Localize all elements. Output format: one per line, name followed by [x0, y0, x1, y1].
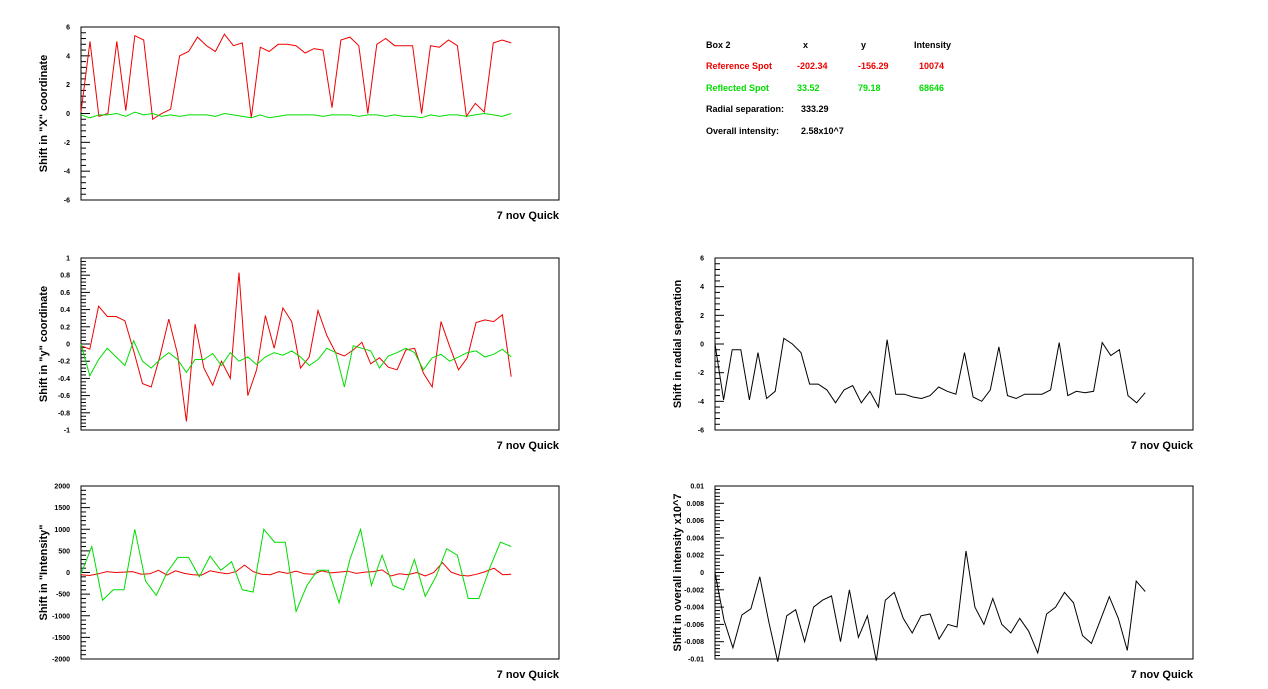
radial-shift-series-line-0 — [714, 337, 1146, 409]
overall-intensity-shift-tick-label: -0.008 — [684, 639, 704, 646]
x-shift-y-axis-title: Shift in "X" coordinate — [38, 55, 50, 172]
radial-shift-chart: -6 -4 -2 0 2 4 6 Shift in radial separation 7 no… — [672, 256, 1194, 453]
intensity-shift-tick-label: 1500 — [54, 505, 70, 512]
radial-shift-tick-label: -2 — [698, 370, 704, 377]
y-shift-tick-label: -0.6 — [58, 393, 70, 400]
y-shift-tick-label: 1 — [66, 256, 70, 263]
radial-shift-tick-label: 6 — [700, 256, 704, 263]
info-title: Box 2 — [706, 40, 731, 50]
radial-shift-tick-label: 2 — [700, 313, 704, 320]
y-shift-tick-label: 0.6 — [60, 290, 70, 297]
intensity-shift-tick-label: 0 — [66, 570, 70, 577]
x-shift-series-line-1 — [80, 111, 512, 119]
y-shift-x-title: 7 nov Quick — [497, 440, 560, 452]
x-shift-series-line-0 — [80, 33, 512, 121]
x-shift-tick-label: -6 — [64, 198, 70, 205]
reflected-spot-x: 33.52 — [797, 83, 820, 93]
reference-spot-intensity: 10074 — [919, 61, 945, 71]
y-shift-frame — [80, 257, 560, 431]
y-shift-tick-label: -0.2 — [58, 359, 70, 366]
reflected-spot-intensity: 68646 — [919, 83, 945, 93]
overall-intensity-shift-tick-label: -0.01 — [688, 657, 704, 664]
reference-spot-x: -202.34 — [797, 61, 828, 71]
x-shift-tick-label: 6 — [66, 25, 70, 32]
overall-intensity-shift-x-title: 7 nov Quick — [1131, 669, 1194, 681]
overall-intensity-value: 2.58x10^7 — [801, 126, 844, 136]
overall-intensity-shift-frame — [714, 485, 1194, 660]
info-col-intensity: Intensity — [914, 40, 952, 50]
overall-intensity-shift-tick-label: 0.002 — [686, 553, 704, 560]
radial-shift-tick-label: -6 — [698, 428, 704, 435]
intensity-shift-tick-label: -1000 — [52, 613, 70, 620]
intensity-shift-chart: -2000 -1500 -1000 -500 0 500 1000 1500 2000 Shift… — [38, 484, 560, 682]
y-shift-tick-label: 0.8 — [60, 273, 70, 280]
y-shift-series-line-1 — [80, 339, 512, 388]
reflected-spot-label: Reflected Spot — [706, 83, 770, 93]
x-shift-x-title: 7 nov Quick — [497, 210, 560, 222]
y-shift-tick-label: 0.2 — [60, 324, 70, 331]
info-col-x: x — [803, 40, 809, 50]
reference-spot-y: -156.29 — [858, 61, 889, 71]
intensity-shift-tick-label: -500 — [56, 592, 70, 599]
intensity-shift-series-line-0 — [80, 561, 512, 577]
overall-intensity-shift-chart: -0.01 -0.008 -0.006 -0.004 -0.002 0 0.002 0.004… — [672, 484, 1194, 682]
x-shift-tick-label: 4 — [66, 53, 70, 60]
x-shift-tick-label: -4 — [64, 169, 70, 176]
radial-shift-tick-label: 0 — [700, 342, 704, 349]
overall-intensity-shift-tick-label: 0.008 — [686, 501, 704, 508]
intensity-shift-series-line-1 — [80, 527, 512, 614]
intensity-shift-tick-label: 500 — [58, 548, 70, 555]
info-col-y: y — [861, 40, 867, 50]
overall-intensity-shift-tick-label: 0.01 — [690, 484, 704, 491]
x-shift-chart: -6 -4 -2 0 2 4 6 Shift in "X" coordinate 7 nov Q… — [38, 25, 560, 223]
intensity-shift-tick-label: -2000 — [52, 657, 70, 664]
reflected-spot-y: 79.18 — [858, 83, 881, 93]
y-shift-tick-label: 0.4 — [60, 307, 70, 314]
radial-shift-y-axis-title: Shift in radial separation — [672, 280, 684, 409]
overall-intensity-label: Overall intensity: — [706, 126, 780, 136]
radial-separation-label: Radial separation: — [706, 104, 785, 114]
x-shift-tick-label: 2 — [66, 82, 70, 89]
radial-separation-value: 333.29 — [801, 104, 829, 114]
info-box: Box 2 x y Intensity Reference Spot -202.… — [706, 40, 1006, 140]
y-shift-y-axis-title: Shift in "y" coordinate — [38, 286, 50, 402]
overall-intensity-shift-series-line-0 — [714, 550, 1146, 662]
intensity-shift-x-title: 7 nov Quick — [497, 669, 560, 681]
reference-spot-label: Reference Spot — [706, 61, 773, 71]
y-shift-series-line-0 — [80, 272, 512, 422]
overall-intensity-shift-tick-label: -0.004 — [684, 605, 704, 612]
radial-shift-tick-label: 4 — [700, 284, 704, 291]
y-shift-chart: -1 -0.8 -0.6 -0.4 -0.2 0 0.2 0.4 0.6 0.8 1 Shift in… — [38, 256, 560, 453]
y-shift-tick-label: 0 — [66, 342, 70, 349]
overall-intensity-shift-y-axis-title: Shift in overall intensity x10^7 — [672, 493, 684, 651]
intensity-shift-tick-label: 2000 — [54, 484, 70, 491]
overall-intensity-shift-tick-label: 0 — [700, 570, 704, 577]
overall-intensity-shift-tick-label: 0.006 — [686, 518, 704, 525]
overall-intensity-shift-tick-label: -0.006 — [684, 622, 704, 629]
intensity-shift-tick-label: 1000 — [54, 527, 70, 534]
x-shift-tick-label: -2 — [64, 140, 70, 147]
x-shift-tick-label: 0 — [66, 111, 70, 118]
y-shift-tick-label: -0.4 — [58, 376, 70, 383]
radial-shift-x-title: 7 nov Quick — [1131, 440, 1194, 452]
radial-shift-frame — [714, 257, 1194, 431]
intensity-shift-y-axis-title: Shift in "Intensity" — [38, 525, 50, 621]
y-shift-tick-label: -1 — [64, 428, 70, 435]
radial-shift-tick-label: -4 — [698, 399, 704, 406]
y-shift-tick-label: -0.8 — [58, 410, 70, 417]
intensity-shift-tick-label: -1500 — [52, 635, 70, 642]
overall-intensity-shift-tick-label: -0.002 — [684, 587, 704, 594]
overall-intensity-shift-tick-label: 0.004 — [686, 535, 704, 542]
